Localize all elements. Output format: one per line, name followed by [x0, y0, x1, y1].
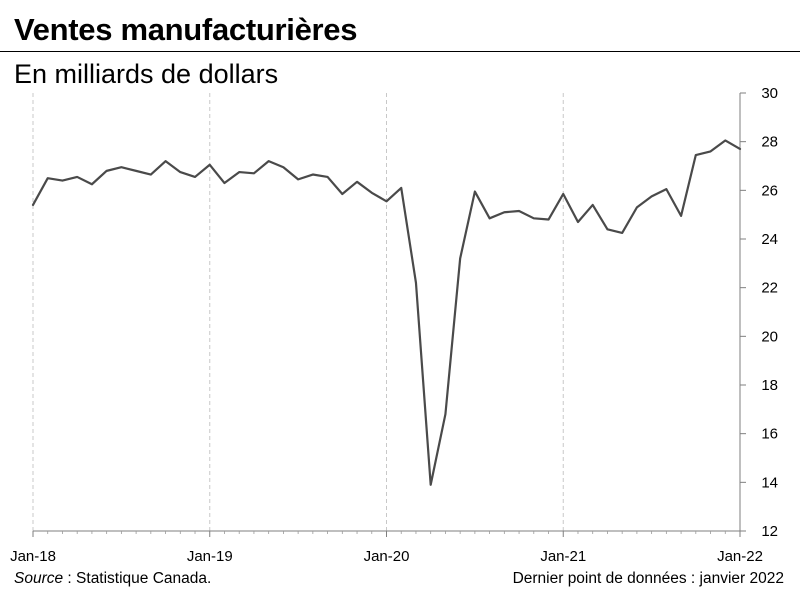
y-tick-label: 30	[761, 85, 778, 102]
data-point	[105, 170, 107, 172]
data-point	[695, 154, 697, 156]
last-data-point-note: Dernier point de données : janvier 2022	[512, 570, 784, 587]
data-point	[444, 413, 446, 415]
x-tick-label: Jan-22	[717, 548, 763, 565]
data-point	[120, 166, 122, 168]
y-tick-label: 18	[761, 377, 778, 394]
data-point	[135, 170, 137, 172]
data-point	[61, 179, 63, 181]
data-point	[650, 195, 652, 197]
series-group	[31, 139, 742, 486]
chart-subtitle: En milliards de dollars	[14, 59, 279, 89]
data-point	[326, 176, 328, 178]
data-point	[459, 257, 461, 259]
data-point	[371, 192, 373, 194]
data-point	[533, 217, 535, 219]
data-point	[592, 204, 594, 206]
data-point	[164, 160, 166, 162]
source-text: : Statistique Canada.	[63, 570, 212, 587]
data-point	[76, 176, 78, 178]
data-point	[680, 215, 682, 217]
data-point	[724, 139, 726, 141]
y-tick-label: 20	[761, 328, 778, 345]
data-point	[562, 193, 564, 195]
data-point	[282, 166, 284, 168]
x-tick-label: Jan-18	[10, 548, 56, 565]
data-point	[415, 282, 417, 284]
data-point	[312, 173, 314, 175]
y-tick-label: 16	[761, 426, 778, 443]
data-point	[356, 181, 358, 183]
data-point	[209, 164, 211, 166]
x-tick-label: Jan-21	[540, 548, 586, 565]
data-point	[518, 210, 520, 212]
title-divider	[0, 51, 800, 52]
y-tick-label: 26	[761, 182, 778, 199]
data-point	[474, 190, 476, 192]
data-point	[636, 206, 638, 208]
y-tick-label: 14	[761, 474, 778, 491]
x-tick-label: Jan-20	[364, 548, 410, 565]
data-point	[621, 232, 623, 234]
data-point	[739, 148, 741, 150]
y-tick-label: 28	[761, 134, 778, 151]
y-tick-label: 12	[761, 523, 778, 540]
data-point	[429, 484, 431, 486]
data-point	[267, 160, 269, 162]
source-note: Source : Statistique Canada.	[14, 570, 211, 588]
y-tick-label: 24	[761, 231, 778, 248]
data-point	[709, 150, 711, 152]
y-tick-label: 22	[761, 280, 778, 297]
data-point	[47, 177, 49, 179]
data-point	[297, 178, 299, 180]
data-point	[577, 221, 579, 223]
y-axis: 12 14 16 18 20 22 24 26 28 30	[739, 85, 778, 540]
vertical-gridlines	[32, 93, 564, 531]
data-point	[179, 171, 181, 173]
data-point	[253, 172, 255, 174]
data-point	[547, 218, 549, 220]
data-point	[150, 173, 152, 175]
series-line	[31, 139, 742, 486]
data-point	[385, 200, 387, 202]
data-point	[223, 182, 225, 184]
data-point	[665, 188, 667, 190]
data-point	[32, 204, 34, 206]
x-axis: Jan-18 Jan-19 Jan-20 Jan-21 Jan-22	[10, 530, 763, 565]
data-point	[238, 171, 240, 173]
source-label: Source	[14, 570, 64, 587]
data-point	[503, 211, 505, 213]
x-tick-label: Jan-19	[187, 548, 233, 565]
data-point	[341, 193, 343, 195]
data-point	[606, 228, 608, 230]
data-point	[91, 183, 93, 185]
data-point	[488, 217, 490, 219]
data-point	[400, 187, 402, 189]
data-point	[194, 176, 196, 178]
chart-title: Ventes manufacturières	[14, 12, 358, 47]
